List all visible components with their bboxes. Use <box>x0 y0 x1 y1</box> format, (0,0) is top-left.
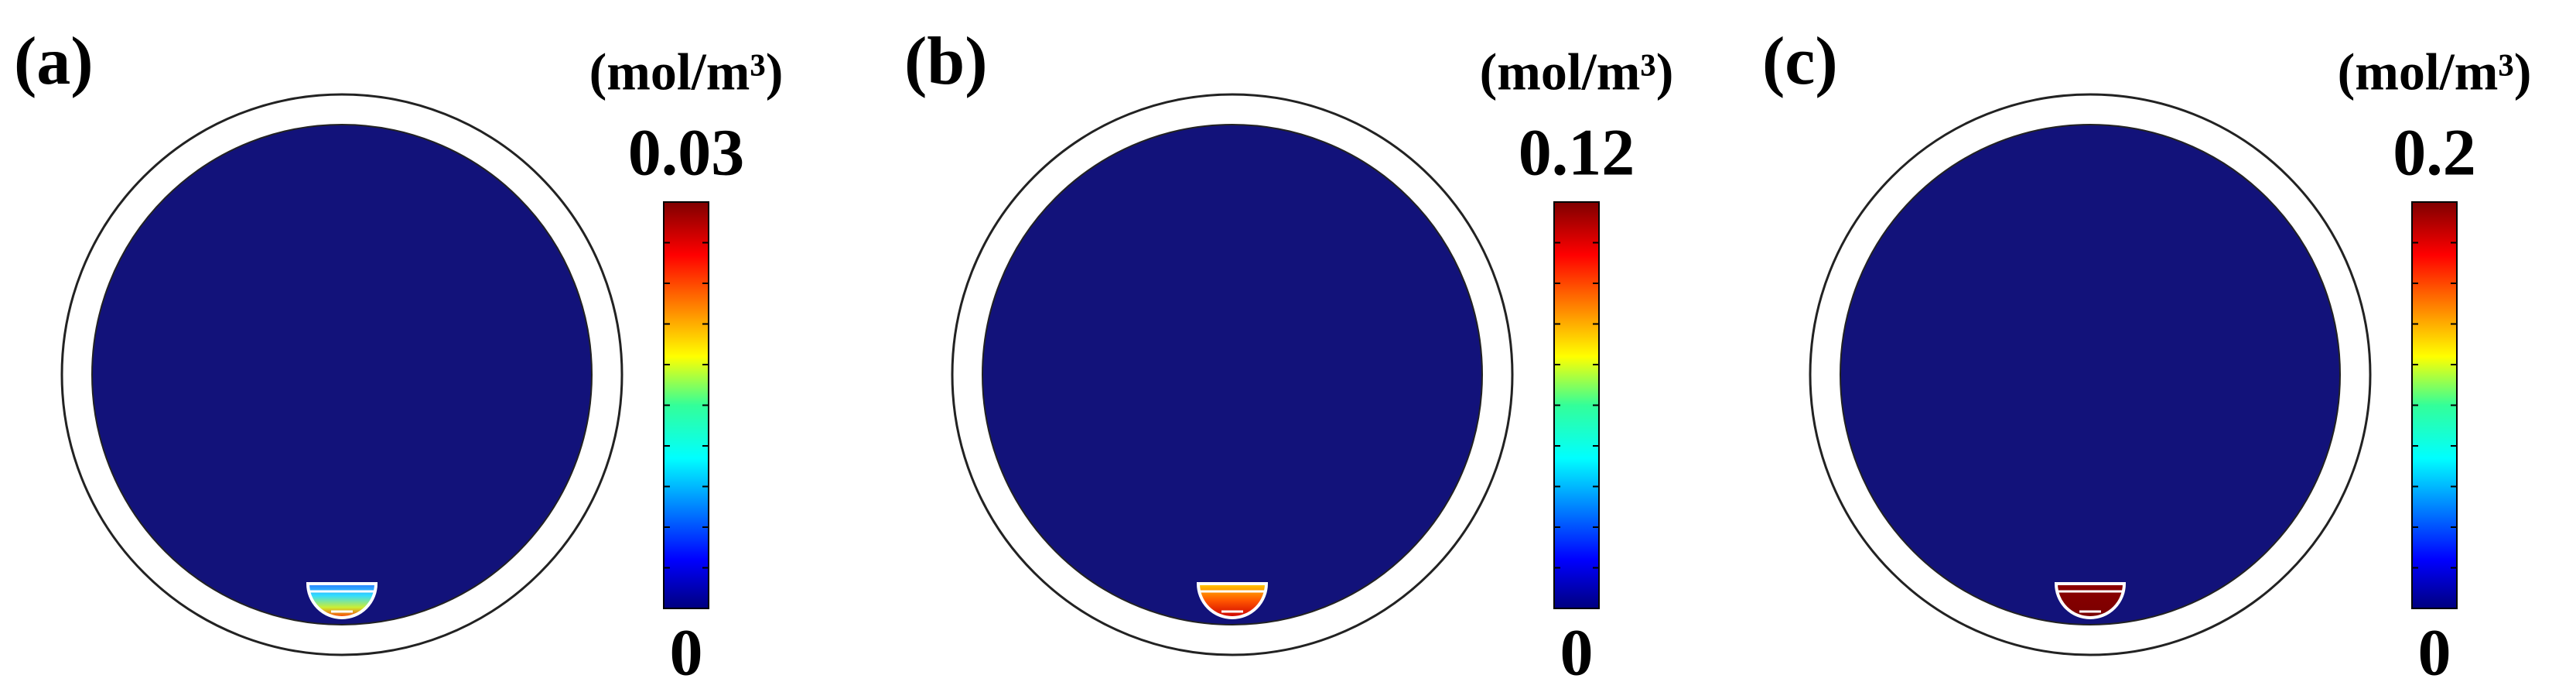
colorbar-min: 0 <box>1560 615 1594 690</box>
colorbar-min: 0 <box>670 615 703 690</box>
panel: (c) (mol/m³) 0.2 0 <box>1762 24 2531 690</box>
panel-label: (c) <box>1762 24 1838 99</box>
domain <box>91 124 593 625</box>
colorbar-unit: (mol/m³) <box>589 43 784 101</box>
panel: (b) (mol/m³) 0.12 0 <box>904 24 1673 690</box>
colorbar <box>663 201 709 609</box>
colorbar-max: 0.03 <box>628 115 745 190</box>
colorbar <box>2411 201 2458 609</box>
domain <box>982 124 1483 625</box>
panel-label: (a) <box>14 24 94 99</box>
panel-label: (b) <box>904 24 988 99</box>
colorbar-unit: (mol/m³) <box>2338 43 2532 101</box>
colorbar <box>1553 201 1600 609</box>
colorbar-unit: (mol/m³) <box>1480 43 1674 101</box>
colorbar-max: 0.12 <box>1519 115 1635 190</box>
panel: (a) (mol/m³) 0.03 0 <box>14 24 783 690</box>
domain <box>1840 124 2341 625</box>
colorbar-min: 0 <box>2418 615 2451 690</box>
colorbar-max: 0.2 <box>2393 115 2476 190</box>
